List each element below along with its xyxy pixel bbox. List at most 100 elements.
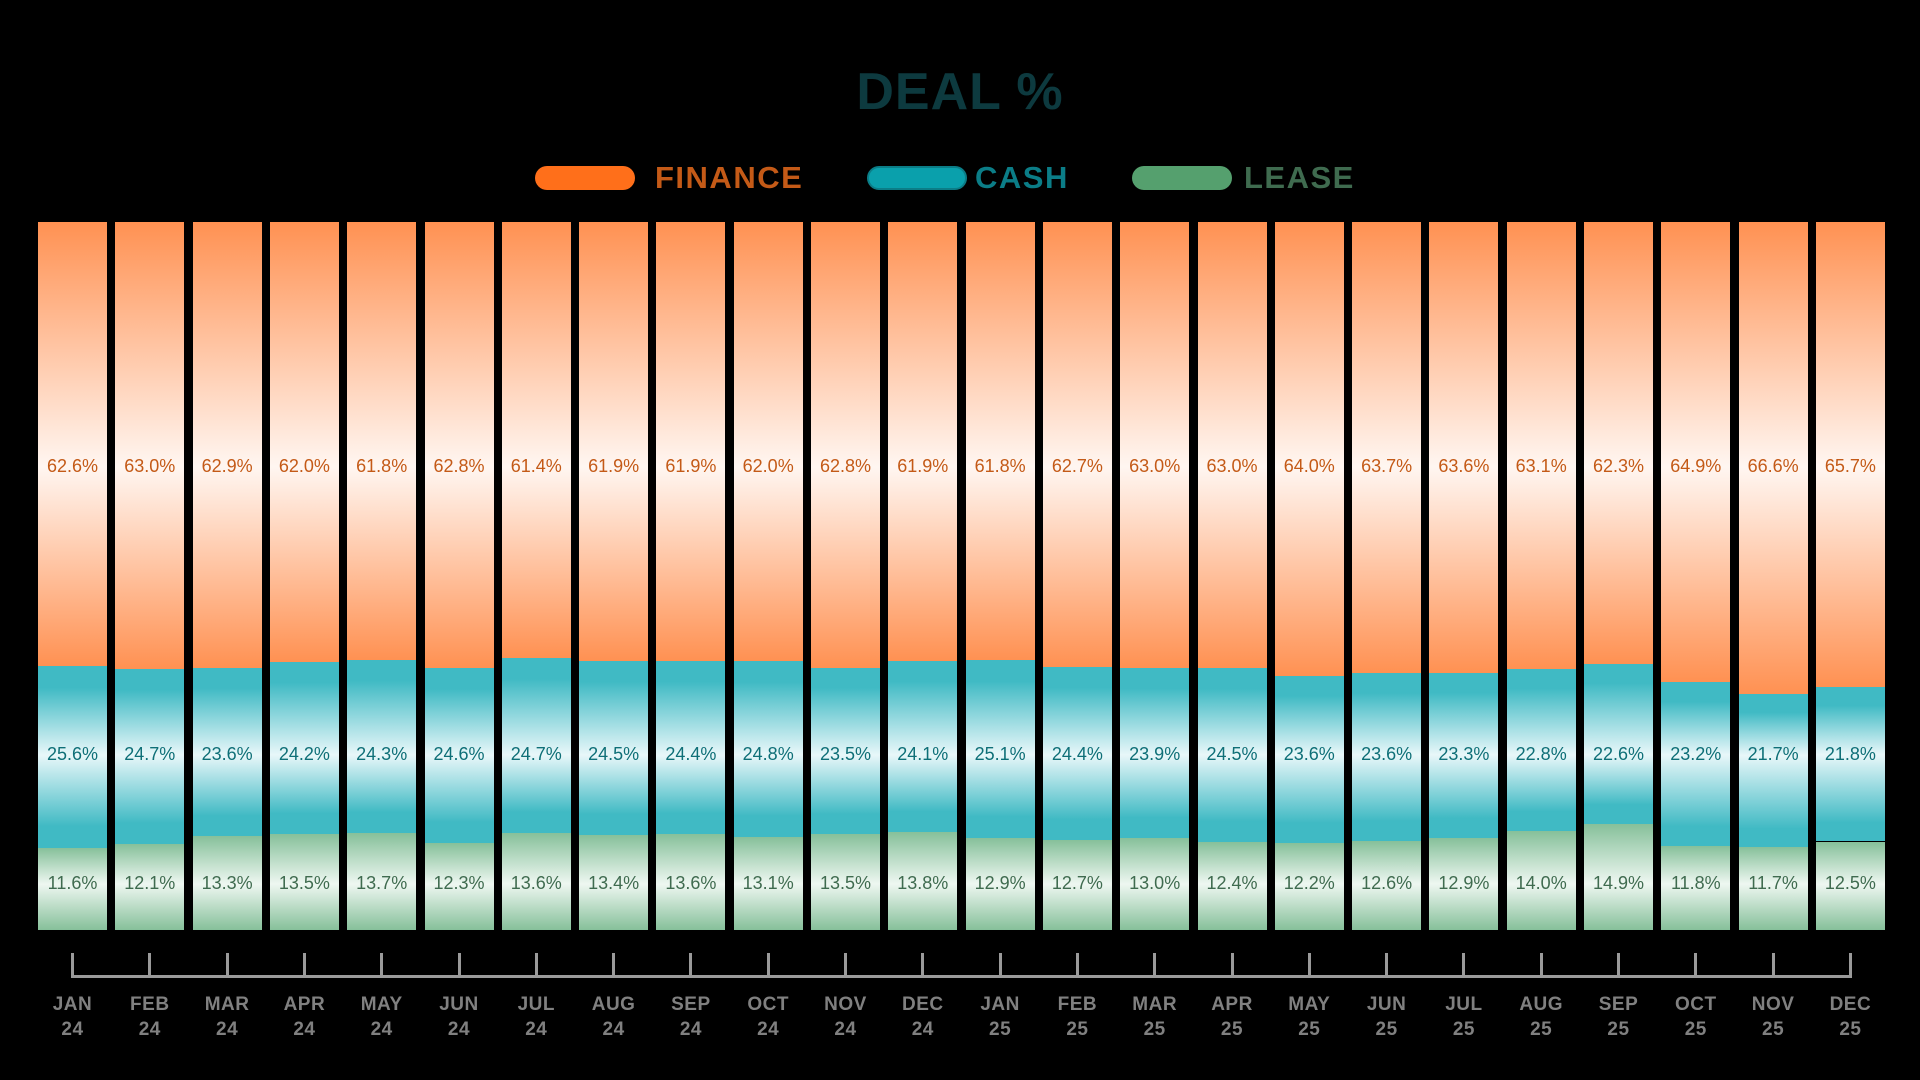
cash-value-label: 24.5% [1206,744,1258,764]
lease-value-label: 13.1% [742,873,794,893]
x-axis-label: JUL 25 [1445,994,1483,1040]
finance-value-label: 64.9% [1670,456,1722,476]
cash-segment [1738,693,1808,848]
lease-segment [347,832,417,930]
cash-segment [965,660,1035,839]
lease-value-label: 11.6% [47,873,98,893]
bar-jan-25: 61.8% 25.1% 12.9% [965,222,1035,930]
cash-segment [424,667,494,843]
x-axis-line [71,975,1852,978]
finance-value-label: 62.8% [819,456,872,476]
x-axis-label: JUL 24 [517,994,555,1040]
finance-value-label: 63.7% [1361,456,1413,476]
bar-feb-24: 63.0% 24.7% 12.1% [115,222,185,930]
x-axis-tick [1462,953,1466,978]
cash-swatch-icon [867,166,967,190]
lease-segment [1042,839,1112,930]
lease-segment [1661,846,1731,930]
cash-value-label: 24.4% [1051,744,1103,764]
finance-segment [424,222,494,668]
cash-segment [1661,681,1731,847]
finance-value-label: 61.9% [665,456,717,476]
finance-segment [1197,222,1267,669]
x-axis-tick [612,953,616,978]
bar-apr-25: 63.0% 24.5% 12.4% [1197,222,1267,930]
lease-value-label: 12.6% [1361,873,1413,893]
finance-segment [1506,222,1576,670]
cash-value-label: 23.6% [1361,744,1413,764]
x-axis-tick [689,953,693,978]
cash-segment [38,666,107,848]
lease-value-label: 12.7% [1051,873,1103,893]
finance-segment [269,222,339,663]
lease-value-label: 13.8% [897,873,949,893]
bar-nov-25: 66.6% 21.7% 11.7% [1738,222,1808,930]
bar-aug-24: 61.9% 24.5% 13.4% [579,222,649,930]
finance-segment [192,222,262,669]
x-axis-label: JAN 24 [52,994,93,1040]
lease-segment [1274,843,1344,930]
finance-segment [1352,222,1422,674]
finance-value-label: 61.9% [897,456,949,476]
cash-value-label: 22.8% [1515,744,1567,764]
finance-value-label: 65.7% [1824,456,1876,476]
finance-value-label: 62.8% [433,456,485,476]
x-axis-tick [921,953,925,978]
cash-value-label: 21.7% [1747,744,1799,764]
bar-sep-24: 61.9% 24.4% 13.6% [656,222,726,930]
x-axis-label: APR 25 [1211,994,1253,1040]
lease-segment [1120,837,1190,930]
lease-value-label: 12.9% [1438,873,1490,893]
lease-value-label: 11.8% [1670,873,1721,893]
lease-value-label: 12.2% [1283,873,1335,893]
bar-dec-25: 65.7% 21.8% 12.5% [1815,222,1885,930]
finance-swatch-icon [535,166,635,190]
bar-dec-24: 61.9% 24.1% 13.8% [888,222,958,930]
lease-segment [1584,824,1653,930]
finance-value-label: 61.8% [356,456,408,476]
x-axis-tick [1539,953,1543,978]
x-axis-label: MAR 24 [204,994,250,1040]
lease-segment [811,834,880,930]
x-axis-tick [380,953,384,978]
bar-oct-24: 62.0% 24.8% 13.1% [733,222,803,930]
x-axis-tick [1848,953,1852,978]
cash-value-label: 24.8% [742,744,794,764]
x-axis-tick [1075,953,1079,978]
cash-segment [269,662,339,835]
cash-segment [656,660,726,834]
lease-segment [269,834,339,930]
bar-jul-25: 63.6% 23.3% 12.9% [1429,222,1499,930]
lease-value-label: 13.5% [819,873,872,893]
lease-value-label: 14.9% [1592,873,1645,893]
x-axis-tick [534,953,538,978]
legend-label-lease: LEASE [1244,160,1355,195]
cash-segment [1584,663,1653,825]
lease-value-label: 13.3% [201,873,253,893]
bar-jul-24: 61.4% 24.7% 13.6% [501,222,571,930]
cash-value-label: 23.3% [1438,744,1490,764]
bar-jan-24: 62.6% 25.6% 11.6% [38,222,107,930]
lease-segment [656,833,726,930]
lease-value-label: 13.6% [510,873,562,893]
bar-mar-25: 63.0% 23.9% 13.0% [1120,222,1190,930]
finance-value-label: 62.0% [742,456,794,476]
finance-segment [501,222,571,659]
lease-segment [1815,841,1885,930]
lease-segment [501,833,571,930]
lease-value-label: 12.9% [974,873,1026,893]
legend-item-lease: LEASE [1132,160,1355,196]
lease-segment [424,842,494,930]
x-axis-tick [1230,953,1234,978]
bar-mar-24: 62.9% 23.6% 13.3% [192,222,262,930]
cash-segment [1120,668,1190,838]
lease-value-label: 12.3% [433,873,485,893]
x-axis-label: NOV 25 [1751,994,1795,1040]
bar-sep-25: 62.3% 22.6% 14.9% [1584,222,1653,930]
x-axis-label: AUG 25 [1519,994,1564,1040]
x-axis-tick [766,953,770,978]
x-axis-label: OCT 25 [1674,994,1717,1040]
finance-segment [1429,222,1499,674]
finance-value-label: 61.8% [974,456,1026,476]
